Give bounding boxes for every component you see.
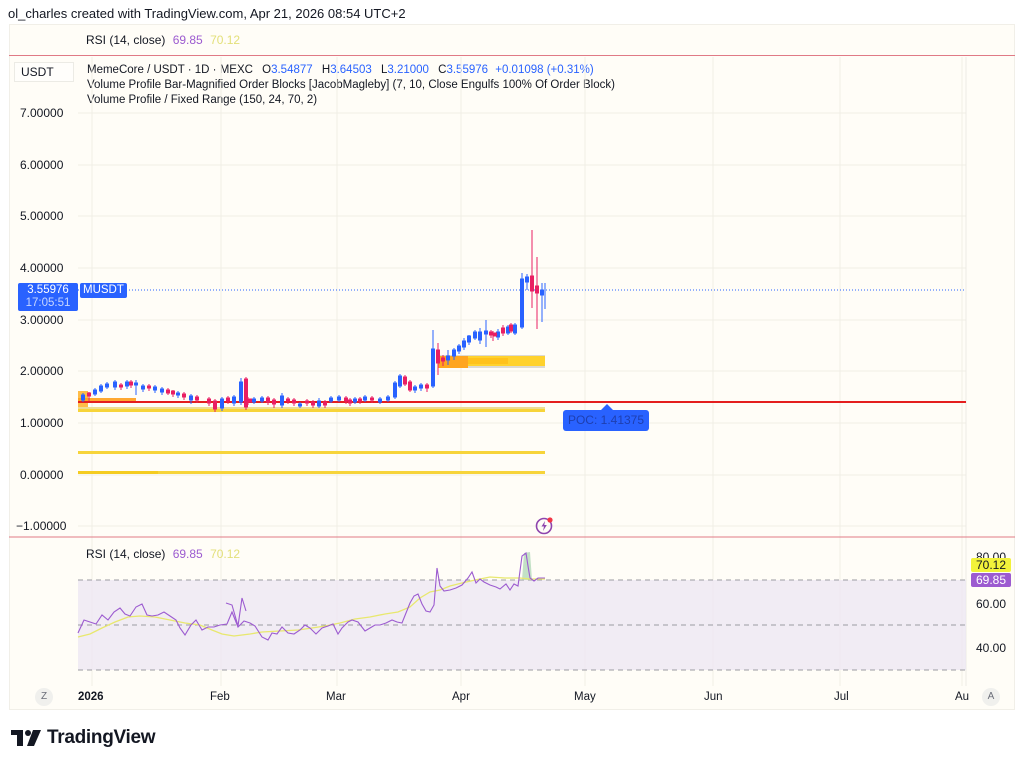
rsi-axis-label: 40.00: [976, 641, 1007, 655]
close-value: 3.55976: [446, 64, 489, 76]
price-label: 7.00000: [20, 106, 64, 120]
rsi-ma-badge: 70.12: [971, 558, 1011, 572]
price-label: 5.00000: [20, 209, 64, 223]
volume-profile-levels: [78, 407, 545, 474]
candles: [81, 230, 546, 412]
credit-line: ol_charles created with TradingView.com,…: [8, 6, 406, 21]
tradingview-logo-icon: [11, 730, 41, 746]
time-label: Au: [955, 691, 970, 703]
low-value: 3.21000: [387, 64, 429, 76]
current-price-tag[interactable]: 3.55976 17:05:51: [18, 283, 78, 311]
price-label: 3.00000: [20, 313, 64, 327]
time-label: Apr: [452, 691, 470, 703]
price-label: −1.00000: [16, 519, 67, 533]
bar-countdown: 17:05:51: [25, 297, 71, 309]
rsi-value: 69.85: [172, 547, 203, 561]
indicator-volume-profile[interactable]: Volume Profile / Fixed Range (150, 24, 7…: [87, 94, 318, 106]
pane-divider-top[interactable]: [9, 55, 1015, 56]
zoom-z-button[interactable]: Z: [35, 688, 53, 706]
current-price-value: 3.55976: [27, 284, 69, 296]
rsi-value-badge: 69.85: [971, 573, 1011, 587]
time-label: Jul: [834, 691, 849, 703]
poc-label: POC: 1.41375: [563, 404, 649, 431]
high-value: 3.64503: [330, 64, 372, 76]
indicator-order-blocks[interactable]: Volume Profile Bar-Magnified Order Block…: [87, 79, 615, 91]
top-rsi-value: 69.85: [172, 33, 203, 47]
price-label: 6.00000: [20, 158, 64, 172]
price-label: 0.00000: [20, 468, 64, 482]
symbol-title[interactable]: MemeCore / USDT · 1D · MEXC: [87, 64, 253, 76]
time-label: Mar: [326, 691, 346, 703]
price-label: 1.00000: [20, 416, 64, 430]
rsi-ma-value: 70.12: [210, 547, 241, 561]
lightning-event-icon[interactable]: [534, 515, 554, 535]
top-rsi-legend: RSI (14, close) 69.85 70.12: [86, 33, 240, 47]
symbol-price-tag: MUSDT: [80, 283, 127, 298]
logo-text: TradingView: [47, 727, 156, 748]
open-value: 3.54877: [271, 64, 313, 76]
time-label: Feb: [210, 691, 230, 703]
time-label: 2026: [78, 691, 104, 703]
change-value: +0.01098 (+0.31%): [495, 64, 594, 76]
tradingview-logo: TradingView: [11, 727, 156, 749]
symbol-box[interactable]: USDT: [14, 62, 74, 82]
auto-scale-a-button[interactable]: A: [982, 688, 1000, 706]
rsi-line: [77, 552, 545, 641]
order-block-zones: [78, 355, 545, 407]
price-label: 4.00000: [20, 261, 64, 275]
time-label: May: [574, 691, 596, 703]
legend-ohlc-row: MemeCore / USDT · 1D · MEXC O3.54877 H3.…: [87, 64, 594, 76]
time-label: Jun: [704, 691, 723, 703]
price-label: 2.00000: [20, 364, 64, 378]
rsi-label: RSI (14, close): [86, 547, 166, 561]
top-rsi-label: RSI (14, close): [86, 33, 166, 47]
rsi-axis-label: 60.00: [976, 597, 1007, 611]
rsi-legend[interactable]: RSI (14, close) 69.85 70.12: [86, 547, 240, 561]
main-legend: MemeCore / USDT · 1D · MEXC O3.54877 H3.…: [87, 63, 615, 108]
top-rsi-ma-value: 70.12: [210, 33, 241, 47]
